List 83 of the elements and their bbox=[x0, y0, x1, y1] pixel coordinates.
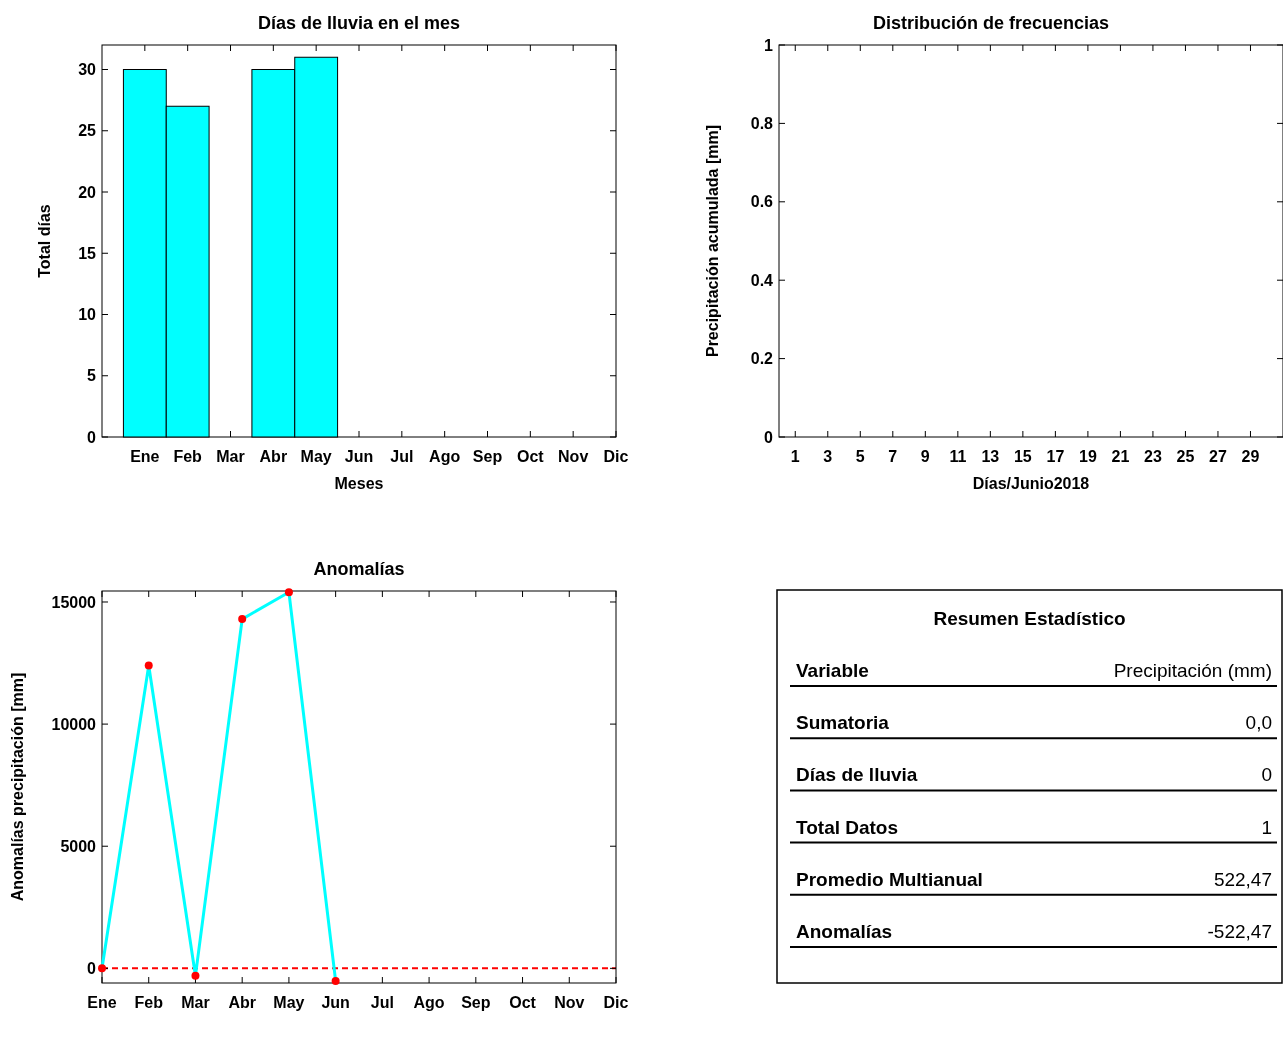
x-tick-label: 5 bbox=[855, 448, 865, 465]
x-tick-label: Ene bbox=[130, 448, 160, 465]
x-tick-label: Sep bbox=[461, 994, 491, 1011]
y-tick-label: 0 bbox=[764, 428, 774, 446]
x-tick-label: May bbox=[300, 448, 332, 465]
x-tick-label: Ene bbox=[87, 994, 117, 1011]
x-tick-label: 25 bbox=[1176, 448, 1195, 465]
x-tick-label: Ago bbox=[413, 994, 445, 1011]
y-tick-label: 0.4 bbox=[750, 271, 774, 289]
y-tick-label: 20 bbox=[78, 183, 97, 201]
x-tick-label: Dic bbox=[603, 994, 629, 1011]
x-tick-label: Nov bbox=[558, 448, 589, 465]
point bbox=[144, 661, 153, 670]
x-tick-label: 1 bbox=[790, 448, 800, 465]
y-tick-label: 10000 bbox=[51, 715, 97, 733]
text: -522,47 bbox=[1207, 921, 1272, 942]
x-tick-label: Jun bbox=[344, 448, 374, 465]
x-tick-label: Oct bbox=[509, 994, 537, 1011]
x-tick-label: 29 bbox=[1241, 448, 1260, 465]
y-tick-label: 10 bbox=[78, 306, 97, 324]
text: 1 bbox=[1261, 816, 1272, 838]
x-tick-label: Abr bbox=[228, 994, 256, 1011]
y-tick-label: 15 bbox=[78, 244, 97, 262]
x-tick-label: Jun bbox=[321, 994, 350, 1011]
x-tick-label: Sep bbox=[472, 448, 503, 465]
x-tick-label: 13 bbox=[981, 448, 1000, 465]
x-tick-label: 7 bbox=[888, 448, 898, 465]
x-tick-label: Jul bbox=[370, 994, 394, 1011]
x-tick-label: 27 bbox=[1209, 448, 1227, 465]
chart-title: Días de lluvia en el mes bbox=[257, 13, 461, 33]
x-tick-label: 11 bbox=[949, 448, 967, 465]
x-tick-label: Mar bbox=[216, 448, 245, 465]
x-tick-label: 3 bbox=[823, 448, 833, 465]
point bbox=[191, 971, 200, 980]
text: Resumen Estadístico bbox=[933, 608, 1126, 629]
x-tick-label: Nov bbox=[554, 994, 585, 1011]
x-axis-title: Días/Junio2018 bbox=[972, 475, 1090, 492]
y-tick-label: 0.6 bbox=[750, 193, 774, 211]
x-tick-label: May bbox=[273, 994, 305, 1011]
x-tick-label: Mar bbox=[181, 994, 210, 1011]
text: 0,0 bbox=[1245, 712, 1272, 734]
point bbox=[98, 964, 106, 973]
y-tick-label: 0.2 bbox=[750, 350, 774, 368]
x-tick-label: Feb bbox=[134, 994, 164, 1011]
y-tick-label: 5000 bbox=[60, 837, 97, 855]
point bbox=[238, 615, 247, 624]
x-tick-label: Feb bbox=[173, 448, 203, 465]
text: Anomalías bbox=[796, 921, 893, 942]
point bbox=[331, 977, 340, 986]
text: 0 bbox=[1261, 764, 1272, 786]
x-tick-label: Ago bbox=[429, 448, 461, 465]
text: Total Datos bbox=[796, 816, 899, 838]
x-tick-label: 21 bbox=[1111, 448, 1130, 465]
y-tick-label: 30 bbox=[78, 61, 97, 79]
chart-title: Distribución de frecuencias bbox=[872, 13, 1110, 33]
y-axis-title: Anomalías precipitación [mm] bbox=[9, 672, 26, 902]
x-tick-label: Jul bbox=[390, 448, 414, 465]
text: 522,47 bbox=[1213, 868, 1272, 890]
y-tick-label: 0 bbox=[87, 428, 97, 446]
x-tick-label: Abr bbox=[259, 448, 288, 465]
x-tick-label: 9 bbox=[920, 448, 930, 465]
point bbox=[284, 588, 293, 597]
text: Sumatoria bbox=[796, 712, 890, 734]
text: Días de lluvia bbox=[796, 764, 918, 786]
y-tick-label: 25 bbox=[78, 122, 97, 140]
x-tick-label: 23 bbox=[1144, 448, 1162, 465]
y-axis-title: Precipitación acumulada [mm] bbox=[704, 124, 721, 358]
y-tick-label: 1 bbox=[764, 36, 774, 54]
text: Variable bbox=[796, 660, 869, 681]
x-tick-label: 19 bbox=[1079, 448, 1097, 465]
x-tick-label: 15 bbox=[1013, 448, 1032, 465]
y-tick-label: 0.8 bbox=[750, 115, 774, 132]
text: Precipitación (mm) bbox=[1113, 660, 1272, 681]
x-tick-label: 17 bbox=[1046, 448, 1065, 465]
chart-title: Anomalías bbox=[313, 559, 405, 579]
text: Promedio Multianual bbox=[796, 868, 983, 890]
y-axis-title: Total días bbox=[36, 204, 53, 278]
y-tick-label: 5 bbox=[87, 367, 97, 385]
x-axis-title: Meses bbox=[334, 475, 384, 492]
x-tick-label: Oct bbox=[517, 448, 545, 465]
x-tick-label: Dic bbox=[603, 448, 629, 465]
y-tick-label: 15000 bbox=[51, 593, 97, 611]
y-tick-label: 0 bbox=[87, 959, 97, 977]
